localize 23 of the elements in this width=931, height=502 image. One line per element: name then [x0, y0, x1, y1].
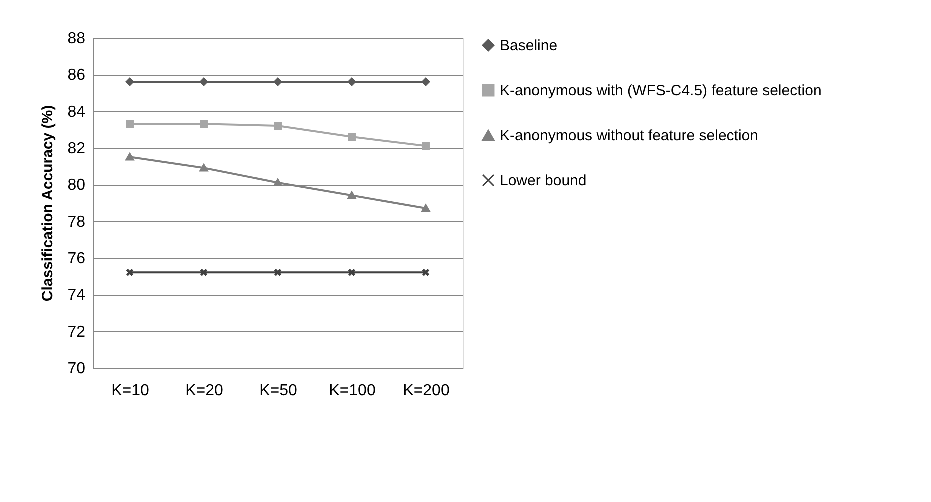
- x-tick-label: K=10: [112, 382, 150, 400]
- point: [200, 268, 208, 277]
- y-tick-label: 74: [68, 287, 86, 304]
- y-tick-label: 88: [68, 30, 86, 48]
- x-tick-label: K=20: [186, 382, 224, 400]
- legend-label: Baseline: [500, 38, 558, 54]
- y-tick-label: 86: [68, 67, 86, 84]
- y-tick-label: 78: [68, 214, 86, 231]
- y-tick-label: 80: [68, 177, 86, 194]
- y-tick-label: 76: [68, 250, 86, 268]
- y-tick-label: 72: [68, 324, 86, 341]
- x-tick-label: K=200: [403, 382, 450, 400]
- x-tick-label: K=50: [260, 382, 298, 400]
- y-tick-label: 70: [68, 360, 86, 378]
- y-tick-label: 82: [68, 140, 86, 158]
- legend-label: K-anonymous with (WFS-C4.5) feature selection: [500, 82, 822, 100]
- point: [274, 268, 282, 277]
- legend-label: Lower bound: [500, 172, 587, 190]
- y-tick-label: 84: [68, 104, 86, 121]
- y-axis-title: Classification Accuracy (%): [40, 105, 57, 302]
- point: [348, 268, 356, 277]
- legend-label: K-anonymous without feature selection: [500, 128, 758, 144]
- x-tick-label: K=100: [329, 382, 376, 400]
